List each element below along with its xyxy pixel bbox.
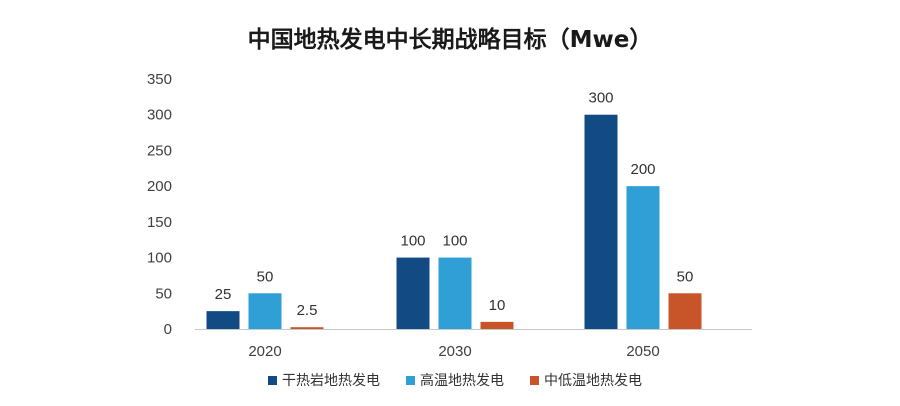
data-label: 10	[489, 297, 506, 314]
bar-2-2020	[248, 293, 282, 329]
data-label: 2.5	[297, 302, 318, 319]
x-axis: 2020 2030 2050	[195, 329, 752, 360]
data-label: 50	[677, 268, 694, 285]
data-label: 300	[588, 90, 613, 107]
y-tick-label: 150	[147, 214, 172, 231]
x-tick-label: 2030	[438, 343, 471, 360]
y-tick-label: 200	[147, 178, 172, 195]
legend-item: 高温地热发电	[406, 372, 504, 389]
y-tick-label: 350	[147, 71, 172, 88]
legend-item: 干热岩地热发电	[268, 373, 380, 389]
data-label: 200	[630, 161, 655, 178]
x-tick-label: 2020	[248, 343, 281, 360]
bar-2-2050	[626, 186, 660, 329]
bar-1-2050	[584, 114, 618, 329]
data-labels: 25 100 300 50 100 200 2.5 10 50	[215, 90, 694, 320]
data-label: 100	[400, 233, 425, 250]
legend-swatch	[406, 376, 415, 385]
bar-3-2030	[480, 321, 514, 329]
y-tick-label: 100	[147, 250, 172, 267]
y-axis: 0 50 100 150 200 250 300 350	[147, 71, 172, 338]
legend-swatch	[268, 376, 277, 385]
legend-label: 中低温地热发电	[544, 373, 642, 389]
chart-title: 中国地热发电中长期战略目标（Mwe）	[248, 26, 653, 53]
legend-label: 高温地热发电	[420, 372, 504, 389]
y-tick-label: 250	[147, 142, 172, 159]
y-tick-label: 50	[155, 285, 172, 302]
y-tick-label: 0	[164, 321, 172, 338]
bar-1-2020	[206, 311, 240, 329]
bar-3-2020	[290, 327, 324, 329]
data-label: 100	[442, 233, 467, 250]
data-label: 50	[257, 268, 274, 285]
legend-item: 中低温地热发电	[530, 373, 642, 389]
legend-label: 干热岩地热发电	[282, 373, 380, 389]
legend-swatch	[530, 376, 539, 385]
legend: 干热岩地热发电 高温地热发电 中低温地热发电	[268, 372, 642, 389]
y-tick-label: 300	[147, 107, 172, 124]
bars	[206, 114, 702, 329]
x-tick-label: 2050	[626, 343, 659, 360]
bar-2-2030	[438, 257, 472, 329]
data-label: 25	[215, 286, 232, 303]
bar-3-2050	[668, 293, 702, 329]
bar-1-2030	[396, 257, 430, 329]
